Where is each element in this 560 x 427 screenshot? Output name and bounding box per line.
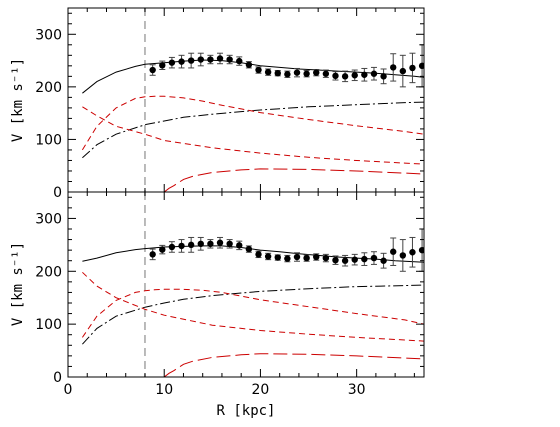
data-point xyxy=(293,69,301,76)
data-point xyxy=(409,249,416,256)
data-point xyxy=(226,56,233,63)
series-line-1 xyxy=(82,284,424,345)
y-axis-label-top: V [km s⁻¹] xyxy=(10,58,26,142)
data-point xyxy=(341,73,349,80)
y-tick-label: 200 xyxy=(35,264,62,280)
series-line-1 xyxy=(82,101,424,159)
data-point xyxy=(274,69,281,77)
data-point xyxy=(236,242,243,249)
data-point xyxy=(380,257,387,264)
x-tick-label: 30 xyxy=(348,382,366,398)
data-point xyxy=(178,242,185,250)
data-point xyxy=(313,69,320,76)
data-point xyxy=(255,66,262,74)
data-point xyxy=(332,72,339,80)
data-point xyxy=(187,241,195,249)
series-line-2 xyxy=(81,95,424,151)
data-point xyxy=(361,71,368,78)
data-point xyxy=(245,61,253,68)
data-point xyxy=(303,70,310,77)
y-axis-label-bottom: V [km s⁻¹] xyxy=(10,242,26,326)
plot-area xyxy=(81,8,424,192)
data-point xyxy=(370,70,378,77)
data-point xyxy=(399,252,407,259)
top-panel: 0 100 200 300 xyxy=(35,7,425,201)
data-point xyxy=(159,246,166,253)
data-point xyxy=(264,253,272,260)
series-line-3 xyxy=(82,271,424,342)
data-point xyxy=(409,64,416,72)
data-point xyxy=(197,240,204,247)
data-point xyxy=(380,73,387,80)
y-tick-label: 300 xyxy=(35,211,62,227)
data-point xyxy=(168,243,176,251)
x-axis-label: R [kpc] xyxy=(216,403,275,419)
data-point xyxy=(341,257,349,264)
data-point xyxy=(399,67,407,75)
series-line-4 xyxy=(163,353,424,377)
data-point xyxy=(197,56,204,63)
y-tick-label: 200 xyxy=(35,80,62,96)
data-point xyxy=(149,251,156,258)
series-line-4 xyxy=(163,168,424,192)
data-point xyxy=(361,255,368,263)
data-point xyxy=(390,64,397,71)
series-line-3 xyxy=(82,106,424,165)
data-point xyxy=(178,58,185,65)
data-point xyxy=(284,71,291,78)
y-tick-label: 300 xyxy=(35,27,62,43)
y-tick-label: 100 xyxy=(35,317,62,333)
data-point xyxy=(216,55,224,62)
data-point xyxy=(149,66,156,74)
data-point xyxy=(370,254,378,262)
data-point xyxy=(187,57,195,64)
data-point xyxy=(245,245,253,253)
series-line-2 xyxy=(81,288,424,338)
data-point xyxy=(313,253,320,261)
plot-area xyxy=(81,192,424,377)
data-point xyxy=(236,57,243,65)
data-point xyxy=(159,62,166,69)
x-tick-label: 10 xyxy=(155,382,173,398)
y-tick-label: 0 xyxy=(53,370,62,386)
y-tick-label: 0 xyxy=(53,185,62,201)
axes-frame xyxy=(67,191,425,378)
data-point xyxy=(390,248,397,255)
x-tick-label: 0 xyxy=(64,382,73,398)
data-point xyxy=(264,68,272,76)
data-point xyxy=(351,256,358,263)
data-point xyxy=(351,72,358,79)
data-point xyxy=(168,59,176,66)
data-point xyxy=(207,240,214,247)
data-point xyxy=(322,254,330,262)
data-point xyxy=(293,253,301,261)
axes-frame xyxy=(67,7,425,193)
data-point xyxy=(207,56,214,63)
data-point xyxy=(284,255,291,262)
data-point xyxy=(255,251,262,258)
data-point xyxy=(226,240,233,247)
data-point xyxy=(332,256,339,264)
x-tick-label: 20 xyxy=(252,382,270,398)
data-point xyxy=(303,254,310,262)
y-tick-label: 100 xyxy=(35,132,62,148)
data-point xyxy=(274,254,281,261)
bottom-panel: 0 100 200 300 0 10 20 30 xyxy=(35,191,425,398)
data-point xyxy=(216,239,224,246)
data-point xyxy=(322,70,330,77)
